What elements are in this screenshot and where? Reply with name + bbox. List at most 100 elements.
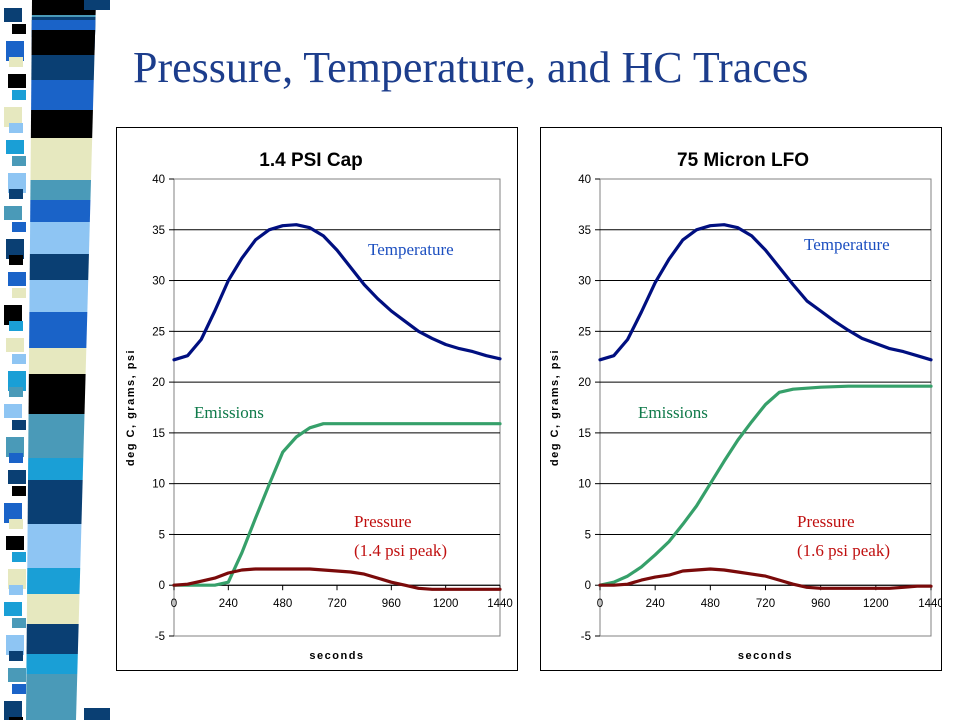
stripe-segment [8,371,26,391]
x-tick-label: 1200 [433,598,459,610]
x-axis-label: seconds [309,650,364,662]
stripe-segment [12,288,26,298]
y-tick-label: 35 [152,225,165,237]
pressure-annotation: Pressure [797,512,855,531]
y-tick-label: 0 [159,580,165,592]
stripe-block [28,458,84,480]
plot-area [173,178,501,637]
y-tick-label: 30 [578,276,591,288]
stripe-segment [6,41,24,61]
y-tick-label: 40 [578,174,591,186]
temperature-series [172,223,502,362]
stripe-segment [9,585,23,595]
pressure-peak-annotation: (1.6 psi peak) [797,541,890,560]
stripe-block [29,312,88,348]
stripe-segment [9,651,23,661]
emissions-series [172,422,502,587]
y-tick-label: 20 [578,377,591,389]
chart-frame [116,127,518,671]
stripe-block [29,254,89,280]
y-tick-label: 15 [152,428,165,440]
stripe-block [28,374,86,414]
stripe-segment [6,239,24,259]
stripe-block [28,348,87,374]
stripe-block [30,138,93,180]
stripe-segment [4,206,22,220]
stripe-segment [8,569,26,589]
stripe-block [28,414,85,458]
stripe-segment [9,189,23,199]
plot-area [599,178,932,637]
x-tick-label: 480 [701,598,720,610]
y-tick-label: 5 [585,529,591,541]
stripe-segment [12,486,26,496]
stripe-block [29,280,89,312]
stripe-segment [12,552,26,562]
x-tick-label: 0 [597,598,603,610]
y-tick-label: 20 [152,377,165,389]
temperature-annotation: Temperature [368,240,454,259]
stripe-segment [4,602,22,616]
stripe-segment [8,470,26,484]
y-tick-label: 35 [578,225,591,237]
y-tick-label: 40 [152,174,165,186]
stripe-segment [6,536,24,550]
emissions-annotation: Emissions [638,403,708,422]
stripe-segment [12,618,26,628]
stripe-block [30,180,91,200]
stripe-segment [4,503,22,523]
stripe-block [26,654,78,674]
stripe-block [29,222,90,254]
x-tick-label: 960 [811,598,830,610]
stripe-segment [9,717,23,720]
y-tick-label: -5 [155,631,165,643]
chart-title: 1.4 PSI Cap [259,150,363,171]
decorative-stripe [4,0,110,720]
stripe-segment [6,140,24,154]
stripe-segment [4,404,22,418]
stripe-segment [12,420,26,430]
stripe-block [26,624,79,654]
stripe-segment [12,222,26,232]
stripe-block [31,0,96,15]
emissions-annotation: Emissions [194,403,264,422]
chart-title: 75 Micron LFO [677,150,809,171]
pressure-annotation: Pressure [354,512,412,531]
slide-title: Pressure, Temperature, and HC Traces [133,43,809,92]
temperature-annotation: Temperature [804,235,890,254]
chart-frame [540,127,942,671]
stripe-block [31,55,95,80]
stripe-segment [9,453,23,463]
stripe-segment [12,354,26,364]
temperature-series [598,223,933,362]
stripe-block [31,30,96,55]
y-axis-label: deg C, grams, psi [125,349,137,466]
stripe-segment [84,708,110,720]
stripe-block [26,674,78,720]
stripe-segment [12,684,26,694]
stripe-segment [4,305,22,325]
x-tick-label: 1440 [918,598,942,610]
stripe-segment [4,701,22,720]
stripe-block [30,200,91,222]
y-tick-label: 25 [578,326,591,338]
stripe-segment [4,107,22,127]
stripe-segment [84,0,110,10]
x-tick-label: 720 [756,598,775,610]
y-axis-label: deg C, grams, psi [549,349,561,466]
y-tick-label: 10 [152,479,165,491]
pressure-series [598,567,933,590]
x-tick-label: 960 [382,598,401,610]
x-tick-label: 240 [219,598,238,610]
y-tick-label: 25 [152,326,165,338]
y-tick-label: 15 [578,428,591,440]
chart-75-micron-lfo: 75 Micron LFO 40 35 30 25 20 15 10 5 0 -5 0 240 480 72… [540,127,942,671]
x-tick-label: 240 [646,598,665,610]
stripe-segment [9,387,23,397]
stripe-block [26,594,80,624]
stripe-segment [6,635,24,655]
stripe-segment [6,437,24,457]
y-tick-label: 0 [585,580,591,592]
stripe-segment [12,156,26,166]
stripe-block [27,480,83,524]
